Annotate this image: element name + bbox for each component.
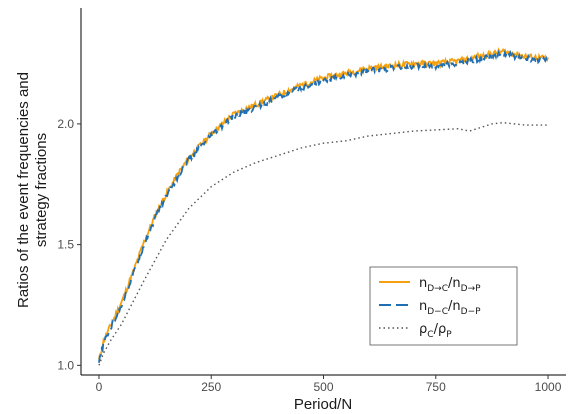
series-line-3: [98, 121, 548, 366]
y-tick-label: 1.5: [57, 238, 74, 252]
y-axis-title-line-2: strategy fractions: [33, 133, 50, 247]
legend: nD→C/nD→P nD−C/nD−P ρC/ρP: [369, 266, 518, 346]
series-line-2: [98, 49, 549, 363]
x-tick-label: 500: [313, 380, 333, 394]
legend-item-3: ρC/ρP: [379, 322, 452, 340]
x-tick-label: 750: [426, 380, 446, 394]
legend-item-2: nD−C/nD−P: [379, 299, 481, 317]
x-tick-label: 250: [201, 380, 221, 394]
y-axis-title: Ratios of the event frequencies and stra…: [15, 72, 50, 308]
y-tick-label: 2.0: [57, 117, 74, 131]
y-tick-label: 1.0: [57, 358, 74, 372]
plot-area: [98, 47, 549, 366]
legend-label-3: ρC/ρP: [419, 322, 452, 340]
legend-label-2: nD−C/nD−P: [419, 299, 481, 317]
x-tick-label: 0: [96, 380, 103, 394]
y-axis-title-line-1: Ratios of the event frequencies and: [15, 72, 32, 308]
legend-label-1: nD→C/nD→P: [419, 276, 481, 294]
x-axis-title: Period/N: [294, 396, 352, 413]
x-tick-label: 1000: [535, 380, 562, 394]
axis-ticks: 0 250 500 750 1000 1.0 1.5 2.0: [57, 117, 561, 394]
legend-item-1: nD→C/nD→P: [379, 276, 481, 294]
legend-box: [369, 266, 518, 346]
series-line-1: [98, 47, 549, 360]
